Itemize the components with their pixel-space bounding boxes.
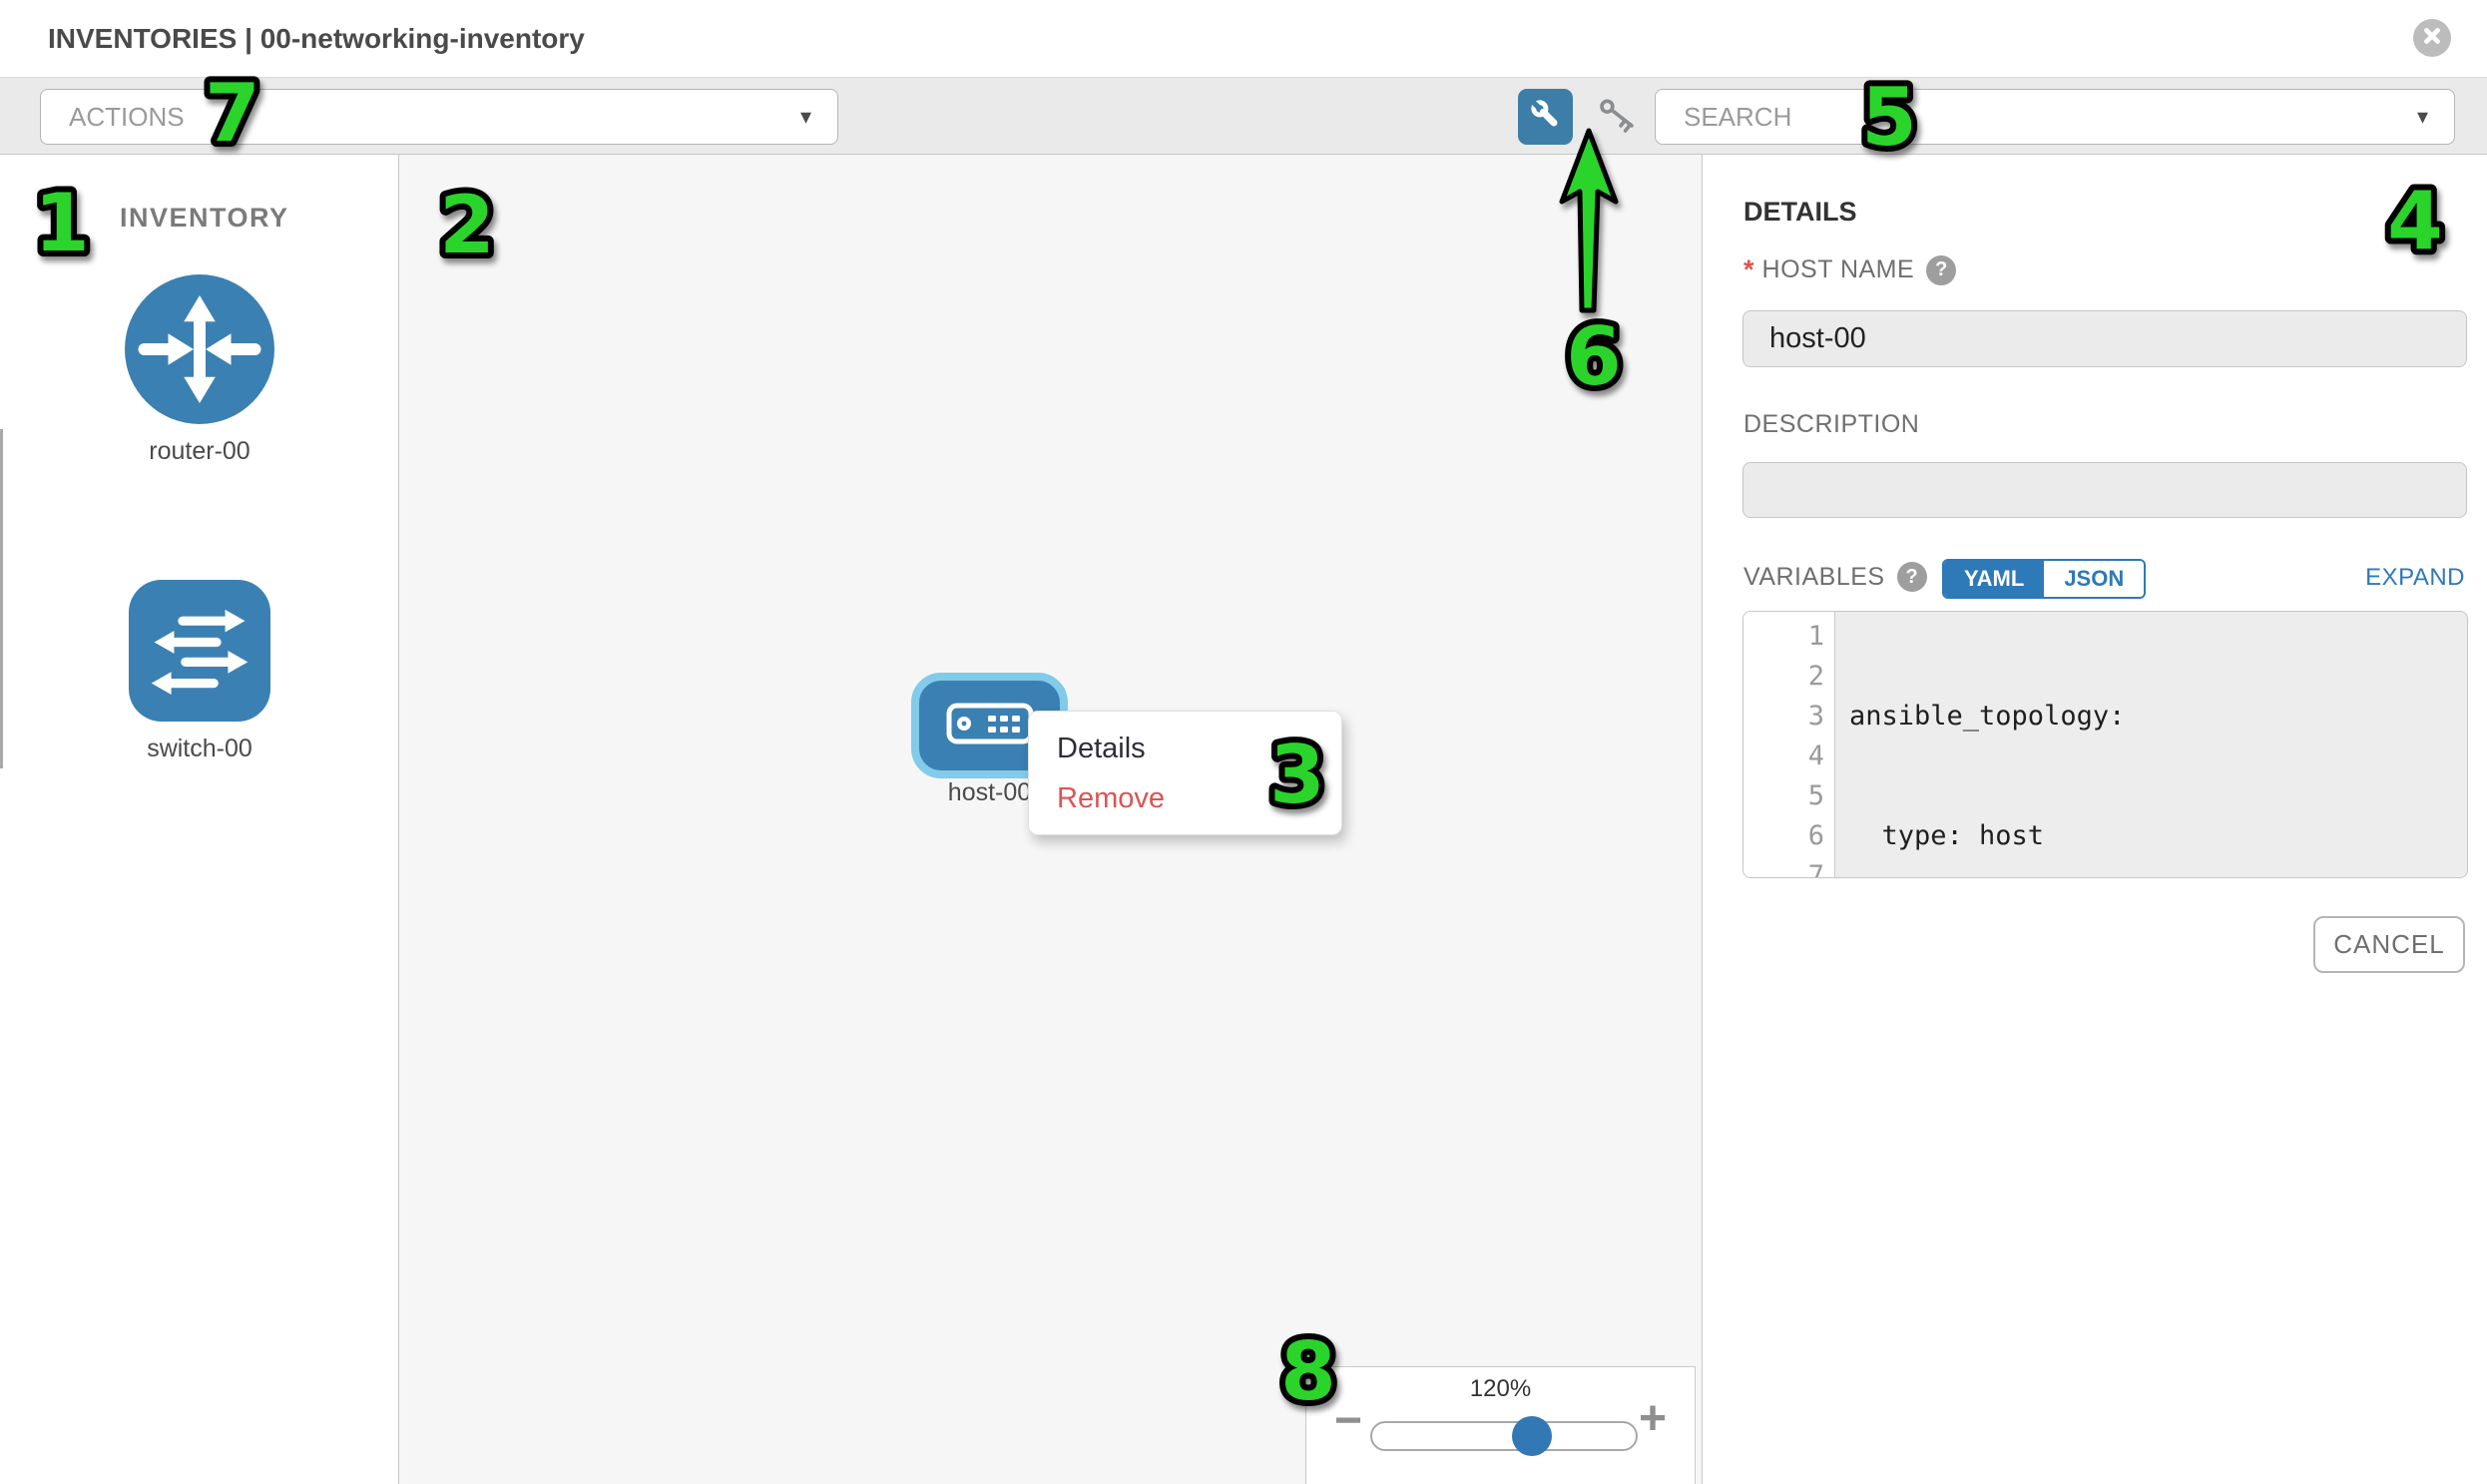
cancel-button[interactable]: CANCEL (2313, 916, 2465, 973)
description-input[interactable] (1742, 462, 2467, 518)
header: INVENTORIES | 00-networking-inventory (0, 0, 2487, 77)
node-context-menu: Details Remove (1028, 711, 1342, 835)
host-name-input[interactable]: host-00 (1742, 310, 2467, 367)
zoom-in-button[interactable]: + (1638, 1392, 1667, 1445)
zoom-slider-thumb[interactable] (1512, 1416, 1552, 1456)
zoom-level-readout: 120% (1469, 1375, 1532, 1402)
host-name-label-row: * HOST NAME ? (1743, 254, 1957, 285)
details-panel: DETAILS * HOST NAME ? host-00 DESCRIPTIO… (1703, 155, 2487, 1484)
variables-code-editor[interactable]: 1 2 3 4 5 6 7 ansible_topology: type: ho… (1742, 611, 2468, 878)
description-label-row: DESCRIPTION (1743, 410, 1919, 439)
tab-yaml[interactable]: YAML (1944, 561, 2045, 597)
sidebar-scrollbar[interactable] (0, 429, 3, 768)
line-number: 3 (1807, 701, 1824, 732)
toolbar: ACTIONS ▾ SEARCH ▾ (0, 77, 2487, 155)
line-number: 7 (1807, 860, 1824, 878)
host-name-value: host-00 (1769, 322, 1866, 354)
context-menu-item-details[interactable]: Details (1057, 732, 1146, 764)
chevron-down-icon: ▾ (2416, 104, 2428, 129)
sidebar-title: INVENTORY (120, 203, 289, 233)
zoom-out-button[interactable]: − (1334, 1394, 1363, 1447)
router-icon (0, 274, 399, 429)
line-number: 4 (1807, 741, 1824, 771)
tab-json[interactable]: JSON (2044, 561, 2145, 597)
context-menu-item-remove[interactable]: Remove (1057, 781, 1165, 814)
line-number: 5 (1807, 780, 1824, 811)
search-dropdown[interactable]: SEARCH ▾ (1655, 89, 2455, 145)
palette-item-router[interactable]: router-00 (0, 274, 399, 466)
inventory-sidebar: INVENTORY router-00 (0, 155, 399, 1484)
palette-item-label: switch-00 (147, 735, 252, 762)
palette-item-switch[interactable]: switch-00 (0, 580, 399, 763)
line-number-gutter: 1 2 3 4 5 6 7 (1743, 612, 1835, 877)
page-title: INVENTORIES | 00-networking-inventory (48, 23, 585, 54)
palette-item-label: router-00 (149, 437, 250, 465)
key-icon (1596, 99, 1640, 133)
search-dropdown-label: SEARCH (1684, 101, 1792, 132)
close-icon (2422, 26, 2442, 51)
chevron-down-icon: ▾ (799, 104, 811, 129)
actions-dropdown-label: ACTIONS (69, 101, 185, 132)
expand-link[interactable]: EXPAND (2365, 564, 2465, 591)
help-icon[interactable]: ? (1926, 254, 1957, 285)
code-line: type: host (1849, 820, 2045, 851)
topology-canvas[interactable]: host-00 Details Remove 120% − + (399, 155, 1703, 1484)
variables-label-row: VARIABLES ? (1743, 562, 1927, 592)
variables-label: VARIABLES (1743, 562, 1885, 591)
actions-dropdown[interactable]: ACTIONS ▾ (40, 89, 838, 145)
switch-icon (0, 580, 399, 727)
close-button[interactable] (2413, 19, 2451, 57)
key-button[interactable] (1595, 91, 1641, 143)
variables-format-toggle: YAML JSON (1942, 559, 2147, 599)
host-node-label: host-00 (947, 778, 1032, 806)
help-icon[interactable]: ? (1896, 562, 1927, 592)
line-number: 1 (1807, 621, 1824, 652)
code-line: ansible_topology: (1849, 701, 2126, 732)
code-area[interactable]: ansible_topology: type: host name: host-… (1835, 612, 2467, 877)
line-number: 2 (1807, 661, 1824, 692)
line-number: 6 (1807, 820, 1824, 851)
details-panel-title: DETAILS (1743, 197, 1857, 227)
host-icon (946, 703, 1034, 749)
zoom-control: 120% − + (1305, 1366, 1696, 1484)
tools-button[interactable] (1518, 89, 1573, 145)
description-label: DESCRIPTION (1743, 410, 1920, 438)
host-name-label: HOST NAME (1761, 255, 1915, 283)
required-asterisk: * (1743, 254, 1754, 284)
zoom-slider-track[interactable] (1370, 1421, 1638, 1451)
wrench-icon (1529, 98, 1562, 136)
